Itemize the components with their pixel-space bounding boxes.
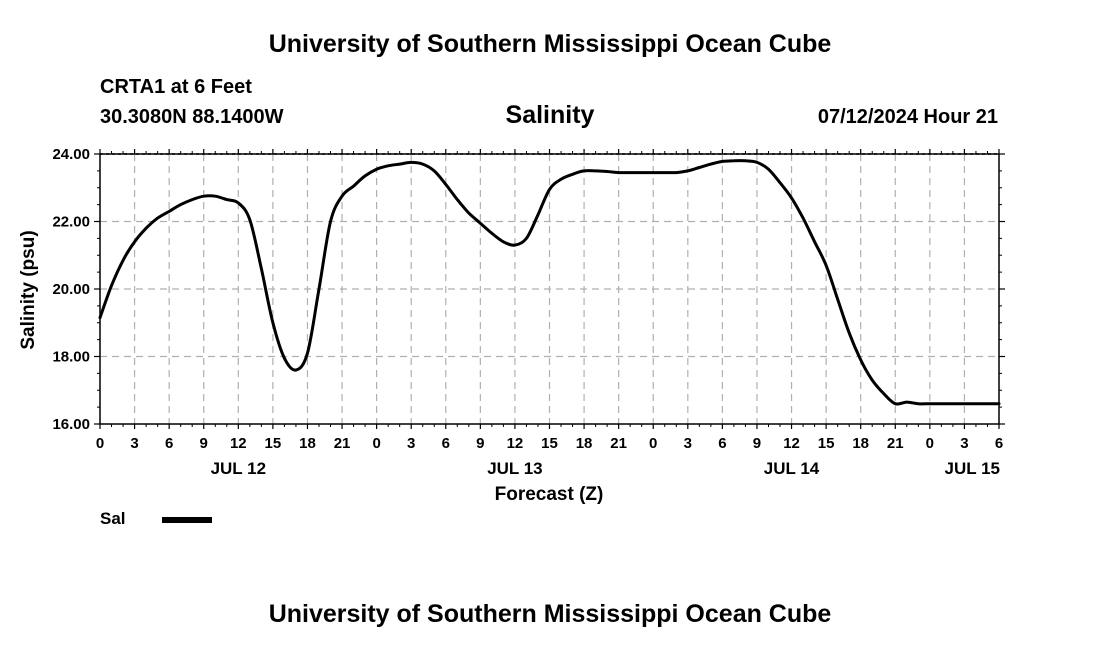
- x-tick-label: 0: [926, 435, 934, 452]
- y-tick-label: 24.00: [52, 146, 90, 163]
- legend-label: Sal: [100, 509, 126, 528]
- axis-labels: 0 3 6 9 12 15 18 21 0 3 6 9 12 15 18 21 0 3 6 9 12 15 18 21 0 3 6 J…: [52, 146, 1003, 478]
- series-line-sal: [98, 159, 1001, 406]
- x-tick-label: 15: [818, 435, 835, 452]
- x-tick-label: 18: [576, 435, 593, 452]
- parameter-title: Salinity: [505, 101, 595, 129]
- x-tick-label: 12: [507, 435, 524, 452]
- x-tick-label: 0: [96, 435, 104, 452]
- x-date-label: JUL 14: [764, 459, 820, 478]
- x-tick-label: 9: [476, 435, 484, 452]
- x-tick-label: 3: [407, 435, 415, 452]
- y-tick-label: 20.00: [52, 281, 90, 298]
- x-tick-label: 21: [610, 435, 627, 452]
- y-tick-label: 16.00: [52, 416, 90, 433]
- station-label: CRTA1 at 6 Feet: [100, 76, 252, 98]
- x-tick-label: 6: [995, 435, 1003, 452]
- x-tick-label: 18: [852, 435, 869, 452]
- legend-swatch: [162, 517, 212, 523]
- x-tick-label: 12: [230, 435, 247, 452]
- chart-title: University of Southern Mississippi Ocean…: [268, 30, 832, 58]
- x-date-label: JUL 15: [945, 459, 1000, 478]
- station-coordinates: 30.3080N 88.1400W: [100, 106, 284, 128]
- x-tick-label: 6: [442, 435, 450, 452]
- x-tick-label: 3: [960, 435, 968, 452]
- x-date-label: JUL 13: [487, 459, 542, 478]
- y-tick-label: 22.00: [52, 214, 90, 231]
- x-tick-label: 15: [541, 435, 558, 452]
- x-tick-label: 3: [130, 435, 138, 452]
- x-tick-label: 6: [165, 435, 173, 452]
- x-tick-label: 12: [783, 435, 800, 452]
- x-tick-label: 18: [299, 435, 316, 452]
- y-tick-label: 18.00: [52, 349, 90, 366]
- x-tick-label: 21: [334, 435, 351, 452]
- grid-lines: [100, 153, 999, 424]
- x-axis-label: Forecast (Z): [495, 484, 604, 505]
- x-tick-label: 0: [372, 435, 380, 452]
- axis-ticks: [94, 149, 1005, 429]
- x-tick-label: 9: [753, 435, 761, 452]
- x-tick-label: 9: [200, 435, 208, 452]
- x-date-label: JUL 12: [211, 459, 266, 478]
- forecast-datetime: 07/12/2024 Hour 21: [817, 106, 998, 128]
- x-tick-label: 15: [265, 435, 282, 452]
- x-tick-label: 0: [649, 435, 657, 452]
- x-tick-label: 6: [718, 435, 726, 452]
- x-tick-label: 21: [887, 435, 904, 452]
- y-axis-label: Salinity (psu): [18, 230, 39, 349]
- footer-title: University of Southern Mississippi Ocean…: [268, 600, 832, 628]
- x-tick-label: 3: [684, 435, 692, 452]
